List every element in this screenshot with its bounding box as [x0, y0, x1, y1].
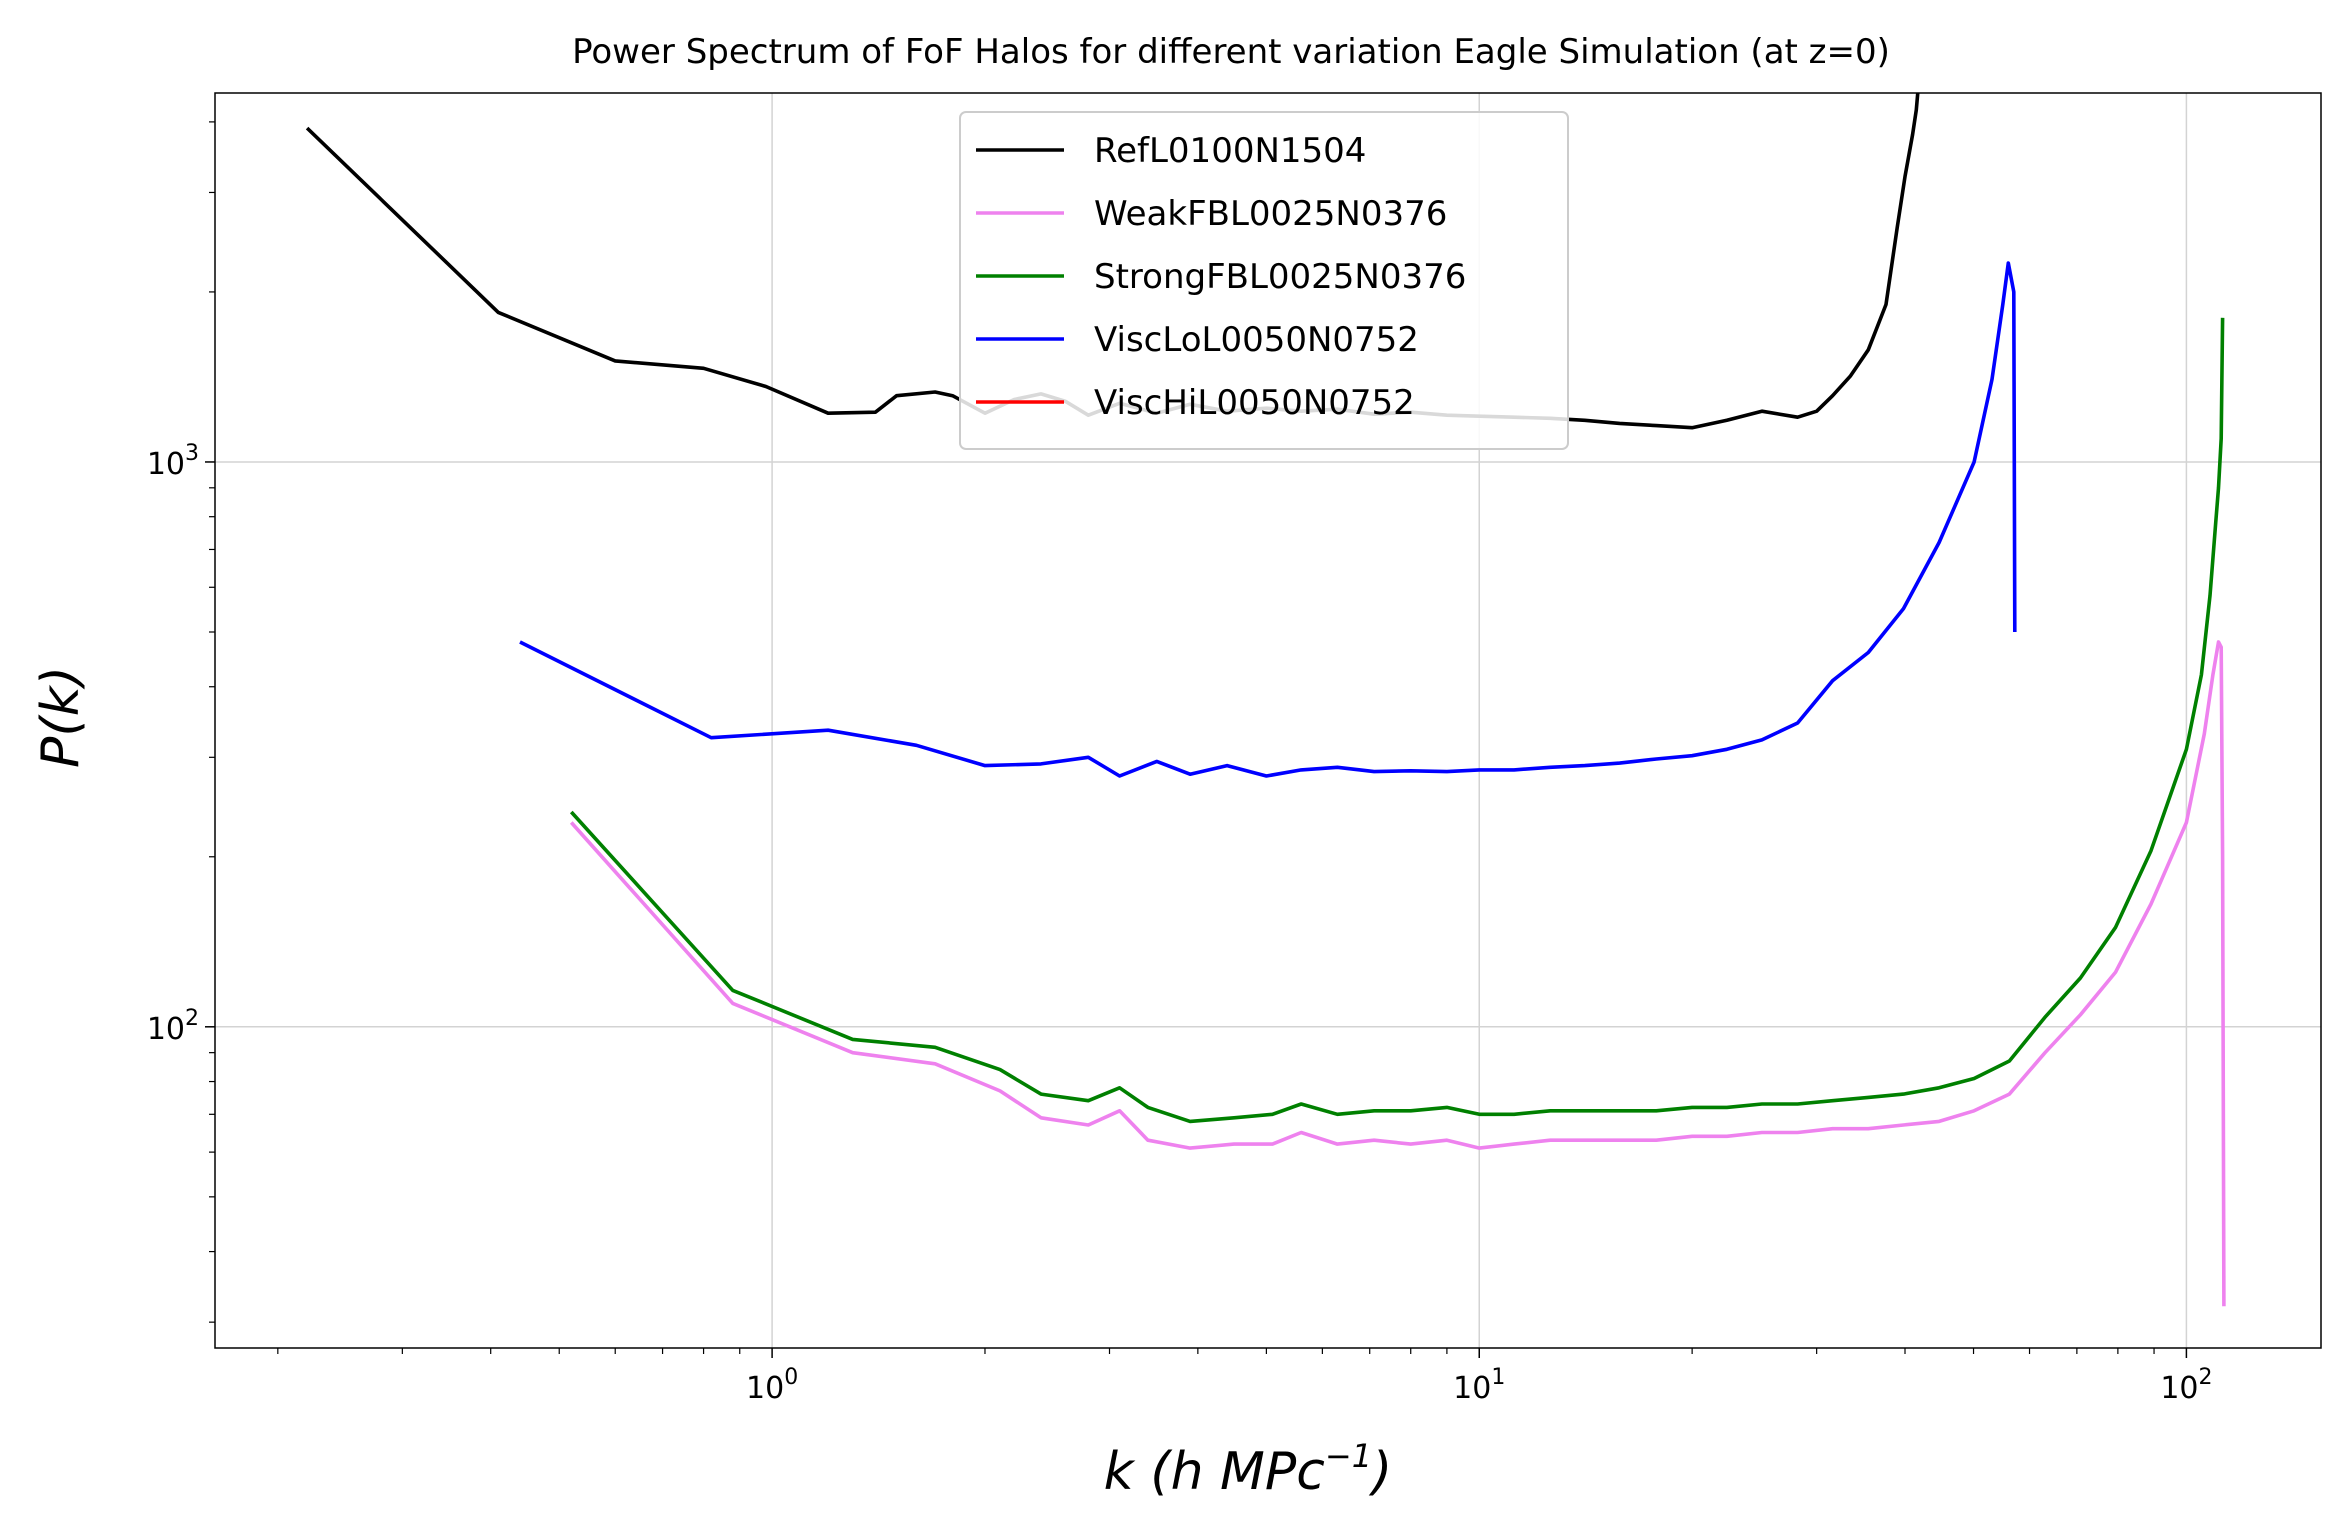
legend-box [959, 111, 1569, 450]
axis-labels: k (h MPc−1) P(k) [31, 666, 1392, 1502]
legend: RefL0100N1504 WeakFBL0025N0376 StrongFBL00… [959, 111, 1569, 450]
series-line-1 [569, 640, 2226, 1307]
y-tick-label: 103 [147, 441, 199, 482]
series-line-3 [519, 261, 2017, 778]
plot-frame [214, 92, 2322, 1349]
legend-label: RefL0100N1504 [1094, 131, 1366, 171]
y-axis-label: P(k) [31, 666, 91, 768]
series-line-2 [569, 317, 2225, 1124]
x-tick-label: 100 [746, 1365, 798, 1406]
axis-ticks: 100 101 102 102 103 [147, 121, 2213, 1406]
x-tick-label: 102 [2160, 1365, 2212, 1406]
y-tick-label: 102 [147, 1006, 199, 1047]
legend-label: StrongFBL0025N0376 [1094, 257, 1466, 297]
series-group [305, 93, 2226, 1307]
x-axis-label: k (h MPc−1) [1104, 1437, 1393, 1502]
chart-title-group: Power Spectrum of FoF Halos for differen… [572, 32, 1890, 72]
legend-label: ViscHiL0050N0752 [1094, 383, 1415, 423]
chart-title: Power Spectrum of FoF Halos for differen… [572, 32, 1890, 72]
legend-label: ViscLoL0050N0752 [1094, 320, 1419, 360]
x-tick-label: 101 [1453, 1365, 1505, 1406]
legend-label: WeakFBL0025N0376 [1094, 194, 1447, 234]
